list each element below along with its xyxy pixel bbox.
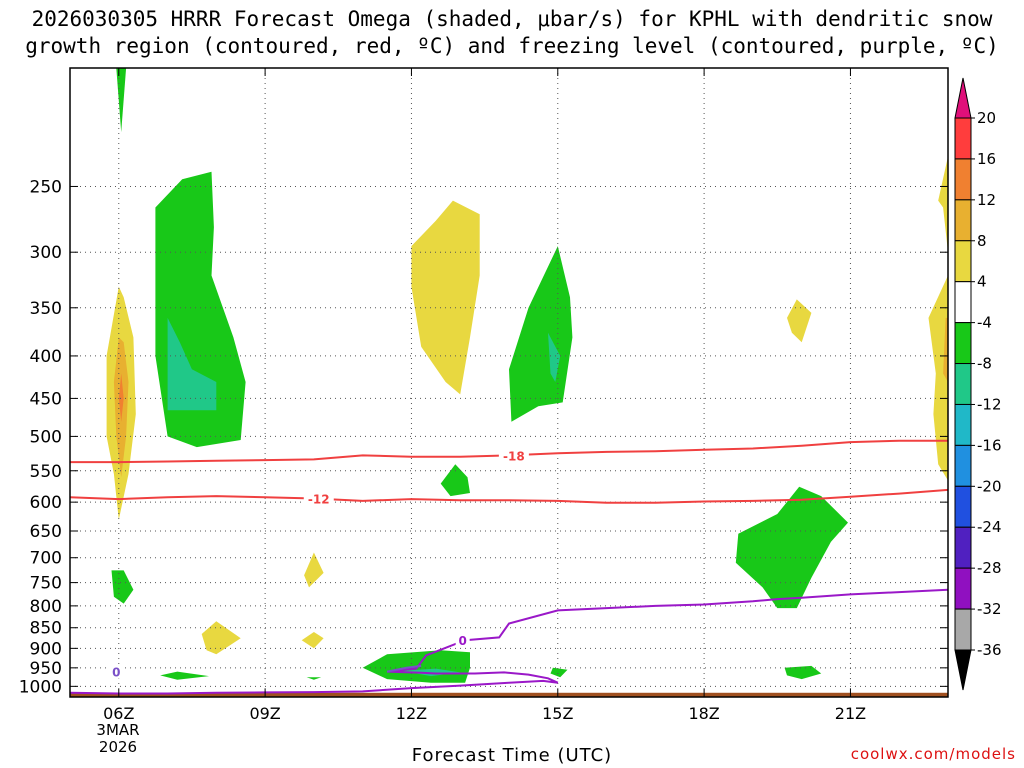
contour-label-bg-freezing-level-0 xyxy=(455,633,470,648)
contour-dgz-minus-12 xyxy=(70,488,948,504)
omega-region-green-15z xyxy=(509,246,573,422)
contour-label-bg-freezing-level-0-b xyxy=(109,664,124,679)
ground-strip xyxy=(70,692,948,697)
colorbar-label-2: 12 xyxy=(977,191,996,209)
omega-region-green-top-06z xyxy=(116,68,127,133)
colorbar-label-3: 8 xyxy=(977,232,987,250)
y-tick-label-800: 800 xyxy=(30,597,62,617)
omega-region-green-07z-low xyxy=(160,671,209,680)
colorbar-label-9: -20 xyxy=(977,477,1002,495)
contour-label-freezing-level-0: 0 xyxy=(458,634,466,648)
contour-label-dgz-minus-12: -12 xyxy=(308,493,330,507)
chart-title-line-1: 2026030305 HRRR Forecast Omega (shaded, … xyxy=(31,7,993,31)
omega-region-teal-15z xyxy=(548,332,561,382)
colorbar-swatch-0 xyxy=(954,117,972,160)
colorbar-swatch-3 xyxy=(954,240,972,283)
colorbar-swatch-9 xyxy=(954,485,972,528)
y-tick-label-650: 650 xyxy=(30,522,62,542)
x-tick-label-21Z: 21Z xyxy=(835,704,866,723)
colorbar-swatch-2 xyxy=(954,199,972,242)
y-tick-label-450: 450 xyxy=(30,389,62,409)
colorbar-label-10: -24 xyxy=(977,518,1002,536)
colorbar-swatch-1 xyxy=(954,158,972,201)
colorbar-label-13: -36 xyxy=(977,641,1002,659)
y-tick-label-750: 750 xyxy=(30,574,62,594)
y-tick-label-250: 250 xyxy=(30,177,62,197)
omega-region-orange-23z xyxy=(943,317,948,382)
colorbar-label-7: -12 xyxy=(977,395,1002,413)
colorbar-top-arrow xyxy=(954,77,972,119)
colorbar-swatch-6 xyxy=(954,363,972,405)
y-tick-label-600: 600 xyxy=(30,493,62,513)
contour-freezing-level-0 xyxy=(70,588,948,695)
omega-region-green-10z-low xyxy=(306,677,322,680)
x-tick-label-09Z: 09Z xyxy=(249,704,280,723)
omega-region-green-15z-low xyxy=(550,667,568,678)
colorbar-swatch-11 xyxy=(954,567,972,610)
x-tick-label-18Z: 18Z xyxy=(688,704,719,723)
colorbar-label-0: 20 xyxy=(977,109,996,127)
omega-region-green-13z-mid xyxy=(440,464,470,497)
contour-label-bg-dgz-minus-18 xyxy=(498,448,529,463)
y-tick-label-550: 550 xyxy=(30,462,62,482)
contour-label-freezing-level-0-b: 0 xyxy=(112,666,120,680)
omega-region-yellow-13z xyxy=(411,200,480,395)
omega-region-yellow-08z xyxy=(201,621,241,655)
omega-region-yellow-20z xyxy=(787,299,812,343)
chart-title-line-2: growth region (contoured, red, ºC) and f… xyxy=(25,34,999,58)
omega-region-green-06z-low xyxy=(111,570,134,604)
date-label-day: 3MAR xyxy=(96,721,140,739)
plot-frame xyxy=(69,67,949,698)
x-tick-label-12Z: 12Z xyxy=(396,704,427,723)
colorbar-label-11: -28 xyxy=(977,559,1002,577)
credit-link[interactable]: coolwx.com/models xyxy=(850,745,1016,763)
y-tick-label-900: 900 xyxy=(30,639,62,659)
omega-region-darkorange-06z xyxy=(118,373,124,422)
colorbar-swatch-8 xyxy=(954,444,972,487)
y-tick-label-500: 500 xyxy=(30,427,62,447)
omega-region-yellow-23z-low xyxy=(928,275,948,481)
plot-area: -18 -12 0 0 xyxy=(70,68,948,697)
contour-label-bg-dgz-minus-12 xyxy=(303,491,334,506)
omega-region-yellow-10z-low xyxy=(301,632,324,649)
omega-region-yellow-10z xyxy=(304,552,324,588)
colorbar-swatch-4 xyxy=(954,281,972,324)
x-tick-label-15Z: 15Z xyxy=(542,704,573,723)
colorbar-swatch-12 xyxy=(954,608,972,651)
colorbar: 20 16 12 8 4 -4 -8 -12 -16 -20 -24 -28 -32 -36 xyxy=(954,77,1002,691)
omega-region-yellow-23z xyxy=(938,156,948,253)
y-tick-label-1000: 1000 xyxy=(19,677,62,697)
y-tick-label-400: 400 xyxy=(30,347,62,367)
omega-region-teal-08z xyxy=(167,317,217,411)
colorbar-swatch-5 xyxy=(954,322,972,365)
y-tick-label-300: 300 xyxy=(30,243,62,263)
x-tick-label-06Z: 06Z xyxy=(103,704,134,723)
colorbar-label-12: -32 xyxy=(977,600,1002,618)
omega-region-green-20z xyxy=(735,486,848,609)
colorbar-label-1: 16 xyxy=(977,150,996,168)
y-tick-label-950: 950 xyxy=(30,659,62,679)
colorbar-bottom-arrow xyxy=(954,649,972,691)
contour-freezing-level-0-b xyxy=(386,664,422,673)
y-tick-label-700: 700 xyxy=(30,549,62,569)
date-label-year: 2026 xyxy=(98,738,138,756)
x-axis-label: Forecast Time (UTC) xyxy=(411,745,613,766)
omega-region-green-20z-low xyxy=(784,665,822,680)
colorbar-swatch-7 xyxy=(954,403,972,446)
colorbar-swatch-10 xyxy=(954,526,972,569)
colorbar-label-8: -16 xyxy=(977,436,1002,454)
contour-label-dgz-minus-18: -18 xyxy=(503,449,525,463)
y-tick-label-850: 850 xyxy=(30,619,62,639)
colorbar-label-6: -8 xyxy=(977,355,992,373)
y-tick-label-350: 350 xyxy=(30,299,62,319)
colorbar-label-5: -4 xyxy=(977,314,992,332)
colorbar-label-4: 4 xyxy=(977,273,987,291)
